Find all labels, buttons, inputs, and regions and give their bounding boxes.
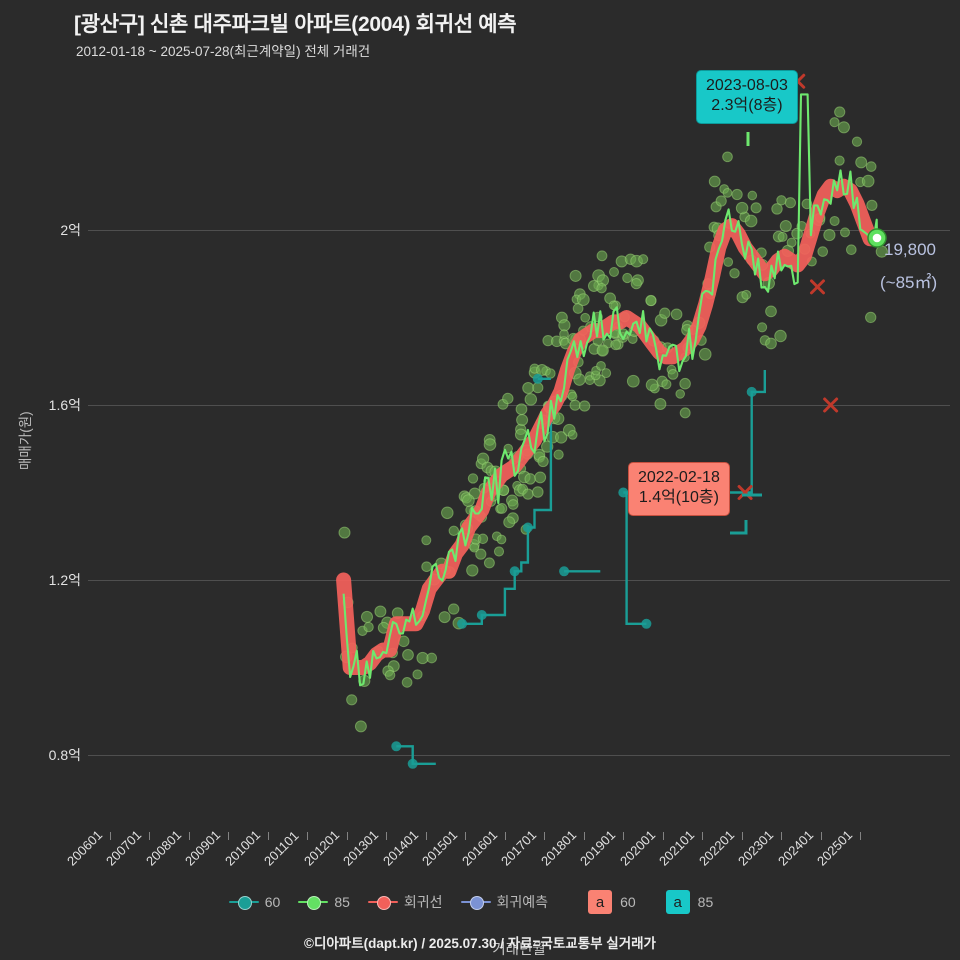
legend-item-regression[interactable]: 회귀선	[367, 892, 443, 912]
callout-peak-value: 2.3억(8층)	[711, 97, 783, 115]
gridline-1_2eok	[88, 580, 950, 581]
x-tick-202401	[820, 832, 822, 840]
legend-badge-label-60: 60	[620, 894, 636, 910]
legend-badge-item-85[interactable]: a 85	[654, 890, 714, 914]
x-tick-200901	[228, 832, 230, 840]
legend-label-60: 60	[264, 894, 281, 910]
endpoint-value-label: 19,800	[884, 240, 936, 259]
y-tick-label-0: 0.8억	[48, 747, 81, 763]
x-tick-201901	[623, 832, 625, 840]
callout-peak[interactable]: 2023-08-03 2.3억(8층)	[696, 70, 798, 124]
legend-marker-regression-icon	[367, 895, 398, 910]
series-60-marker	[407, 758, 418, 769]
legend-badge-60-icon: a	[588, 890, 613, 914]
callout-low-value: 1.4억(10층)	[638, 489, 719, 507]
x-tick-201001	[267, 832, 269, 840]
x-tick-201301	[386, 832, 388, 840]
callout-low-date: 2022-02-18	[638, 469, 720, 486]
legend-item-85[interactable]: 85	[298, 894, 350, 910]
x-tick-201401	[425, 832, 427, 840]
x-tick-202201	[741, 832, 743, 840]
x-tick-202101	[702, 832, 704, 840]
legend-badge-label-85: 85	[697, 894, 714, 910]
x-tick-200801	[188, 832, 190, 840]
x-tick-200601	[110, 832, 111, 840]
footer-credit: ©디아파트(dapt.kr) / 2025.07.30 / 자료=국토교통부 실…	[304, 936, 656, 951]
x-tick-201701	[544, 832, 546, 840]
x-tick-label-200601: 200601	[64, 827, 106, 869]
x-tick-200701	[149, 832, 151, 840]
x-axis-title: 거래년월	[492, 942, 546, 958]
x-tick-202501	[860, 832, 862, 840]
x-tick-202001	[662, 832, 664, 840]
legend-item-60[interactable]: 60	[228, 894, 281, 910]
y-tick-label-3: 2억	[60, 222, 81, 238]
x-tick-201501	[465, 832, 467, 840]
gridline-2eok	[88, 230, 950, 231]
y-axis-title: 매매가(원)	[18, 411, 33, 470]
gridline-1_6eok	[88, 405, 950, 406]
legend-marker-85-icon	[298, 895, 329, 910]
x-tick-201801	[583, 832, 585, 840]
legend-label-forecast: 회귀예측	[496, 894, 549, 910]
legend-marker-60-icon	[228, 895, 259, 910]
x-tick-201101	[307, 832, 309, 840]
x-tick-201201	[346, 832, 348, 840]
chart-legend: 60 85 회귀선 회귀예측 a 60	[0, 890, 960, 914]
callout-low[interactable]: 2022-02-18 1.4억(10층)	[628, 462, 730, 516]
callout-peak-date: 2023-08-03	[706, 77, 788, 94]
x-tick-201601	[504, 832, 506, 840]
legend-badge-85-icon: a	[665, 890, 690, 914]
endpoint-area-label: (~85㎡)	[880, 273, 938, 292]
x-tick-202301	[781, 832, 783, 840]
plot-area: 2억 1.6억 1.2억 0.8억 200601 200701 200801 2009…	[49, 70, 950, 958]
gridline-0_8eok	[88, 755, 950, 756]
legend-marker-forecast-icon	[460, 895, 491, 910]
legend-item-forecast[interactable]: 회귀예측	[460, 892, 549, 912]
y-tick-label-2: 1.6억	[48, 397, 81, 413]
page-title: [광산구] 신촌 대주파크빌 아파트(2004) 회귀선 예측	[74, 13, 517, 36]
legend-badge-item-60[interactable]: a 60	[588, 890, 636, 914]
legend-label-85: 85	[334, 894, 350, 910]
page-subtitle: 2012-01-18 ~ 2025-07-28(최근계약일) 전체 거래건	[76, 44, 371, 59]
y-tick-label-1: 1.2억	[48, 572, 81, 588]
legend-label-regression: 회귀선	[403, 894, 443, 910]
